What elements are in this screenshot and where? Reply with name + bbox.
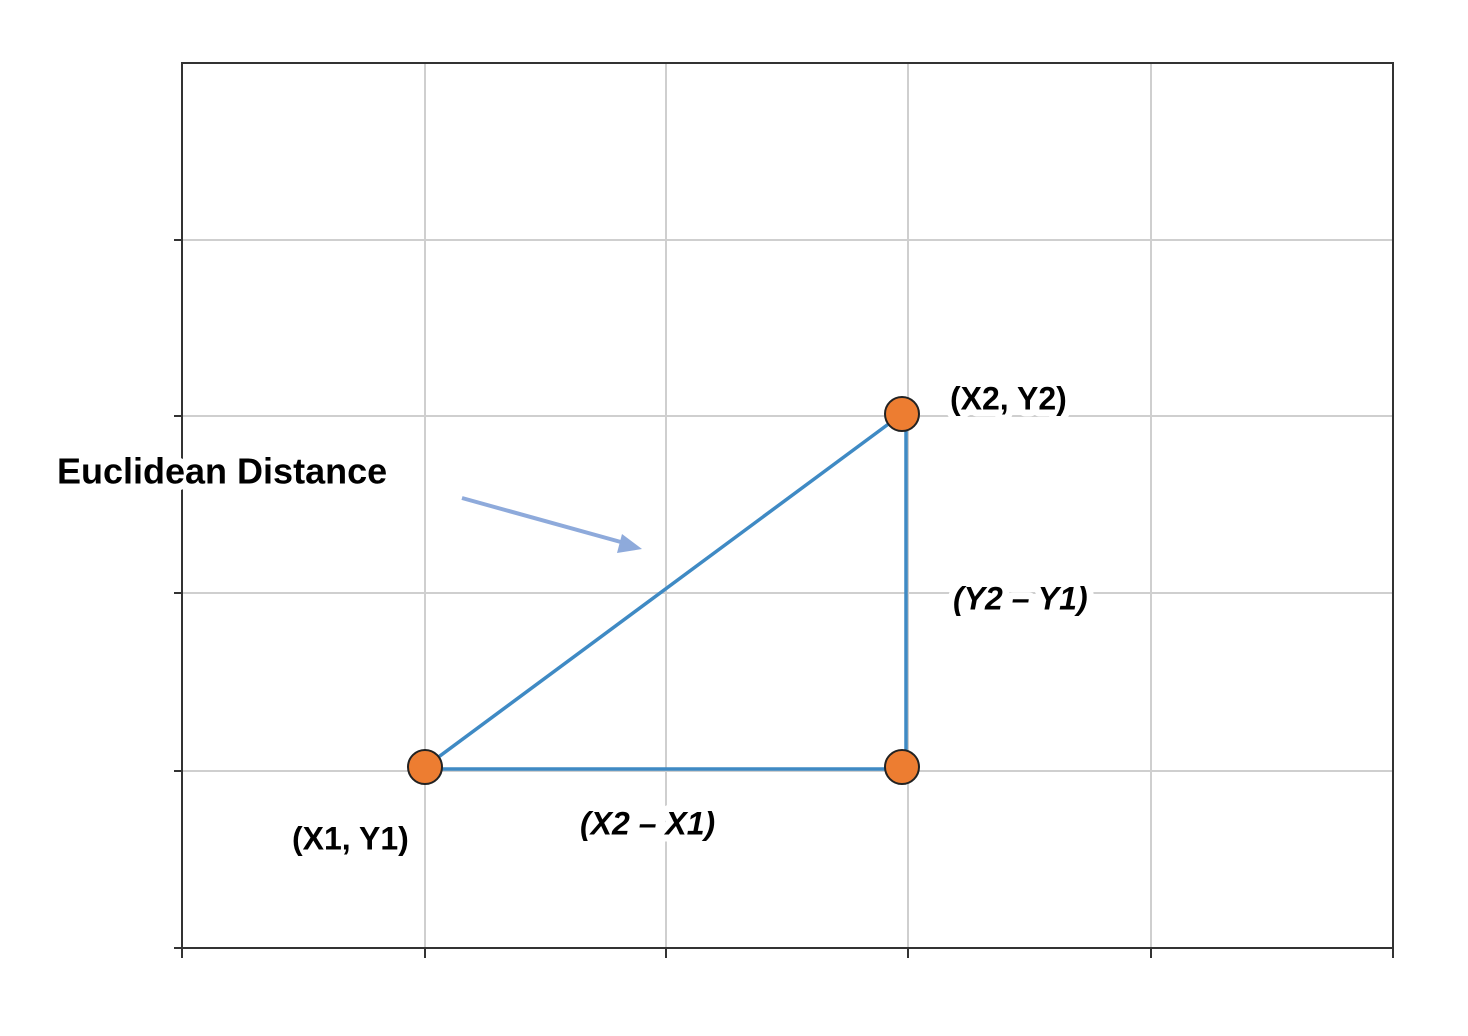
- point-1-label: (X1, Y1): [292, 820, 409, 856]
- point-1: [407, 749, 443, 785]
- point-2: [884, 396, 920, 432]
- dx-label: (X2 – X1): [580, 805, 715, 841]
- arrow-head: [617, 534, 642, 553]
- dy-label: (Y2 – Y1): [953, 580, 1088, 616]
- grid: [174, 62, 1394, 958]
- distance-label: Euclidean Distance: [57, 451, 387, 492]
- point-2-label: (X2, Y2): [950, 380, 1067, 416]
- arrow: [461, 496, 629, 546]
- triangle: [423, 412, 908, 771]
- corner-point: [884, 749, 920, 785]
